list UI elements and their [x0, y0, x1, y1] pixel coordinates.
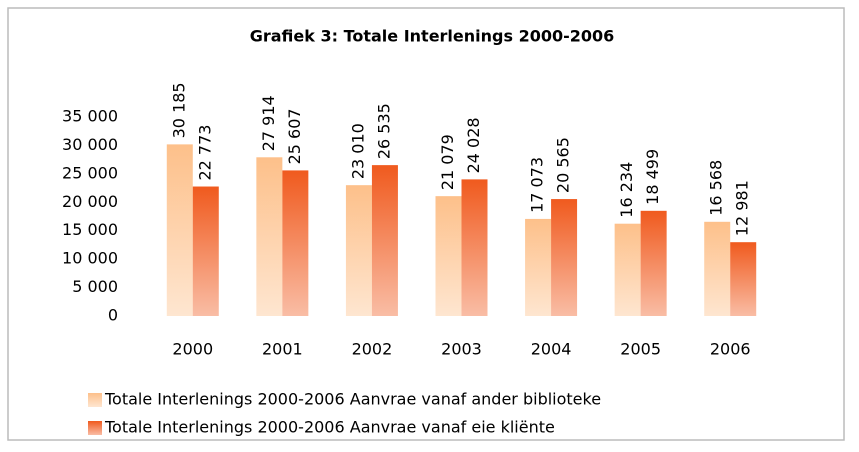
data-label: 30 185: [169, 82, 188, 138]
y-tick-label: 0: [108, 306, 118, 325]
bar: [704, 221, 731, 316]
data-label: 25 607: [285, 108, 304, 164]
x-tick-label: 2003: [441, 340, 482, 359]
bar: [551, 199, 578, 316]
chart-title: Grafiek 3: Totale Interlenings 2000-2006: [250, 27, 615, 46]
bar: [345, 185, 372, 316]
data-label: 16 234: [617, 162, 636, 218]
y-tick-label: 5 000: [72, 277, 118, 296]
x-tick-label: 2005: [620, 340, 661, 359]
y-tick-label: 15 000: [62, 220, 118, 239]
legend-swatch: [88, 421, 102, 435]
y-tick-label: 35 000: [62, 107, 118, 126]
y-tick-label: 20 000: [62, 192, 118, 211]
bar: [461, 179, 488, 316]
bar: [435, 196, 462, 316]
bar: [166, 144, 193, 316]
y-tick-label: 10 000: [62, 249, 118, 268]
bar: [282, 170, 309, 316]
data-label: 22 773: [195, 125, 214, 181]
data-label: 23 010: [348, 123, 367, 179]
bar: [256, 157, 283, 316]
x-tick-label: 2004: [531, 340, 572, 359]
bar: [371, 165, 398, 316]
bar: [525, 218, 552, 316]
bar: [192, 186, 219, 316]
data-label: 20 565: [554, 137, 573, 193]
data-label: 17 073: [528, 157, 547, 213]
data-label: 24 028: [464, 117, 483, 173]
legend-swatch: [88, 393, 102, 407]
legend-label: Totale Interlenings 2000-2006 Aanvrae va…: [104, 390, 601, 409]
data-label: 27 914: [259, 95, 278, 151]
data-label: 18 499: [643, 149, 662, 205]
data-label: 21 079: [438, 134, 457, 190]
x-tick-label: 2006: [710, 340, 751, 359]
bar: [614, 223, 641, 316]
y-tick-label: 25 000: [62, 163, 118, 182]
y-tick-label: 30 000: [62, 135, 118, 154]
x-tick-label: 2001: [262, 340, 303, 359]
data-label: 16 568: [707, 160, 726, 216]
bar: [730, 242, 757, 316]
data-label: 12 981: [733, 180, 752, 236]
bar: [640, 210, 667, 316]
legend-label: Totale Interlenings 2000-2006 Aanvrae va…: [104, 418, 555, 437]
x-tick-label: 2000: [172, 340, 213, 359]
x-tick-label: 2002: [352, 340, 393, 359]
data-label: 26 535: [374, 103, 393, 159]
